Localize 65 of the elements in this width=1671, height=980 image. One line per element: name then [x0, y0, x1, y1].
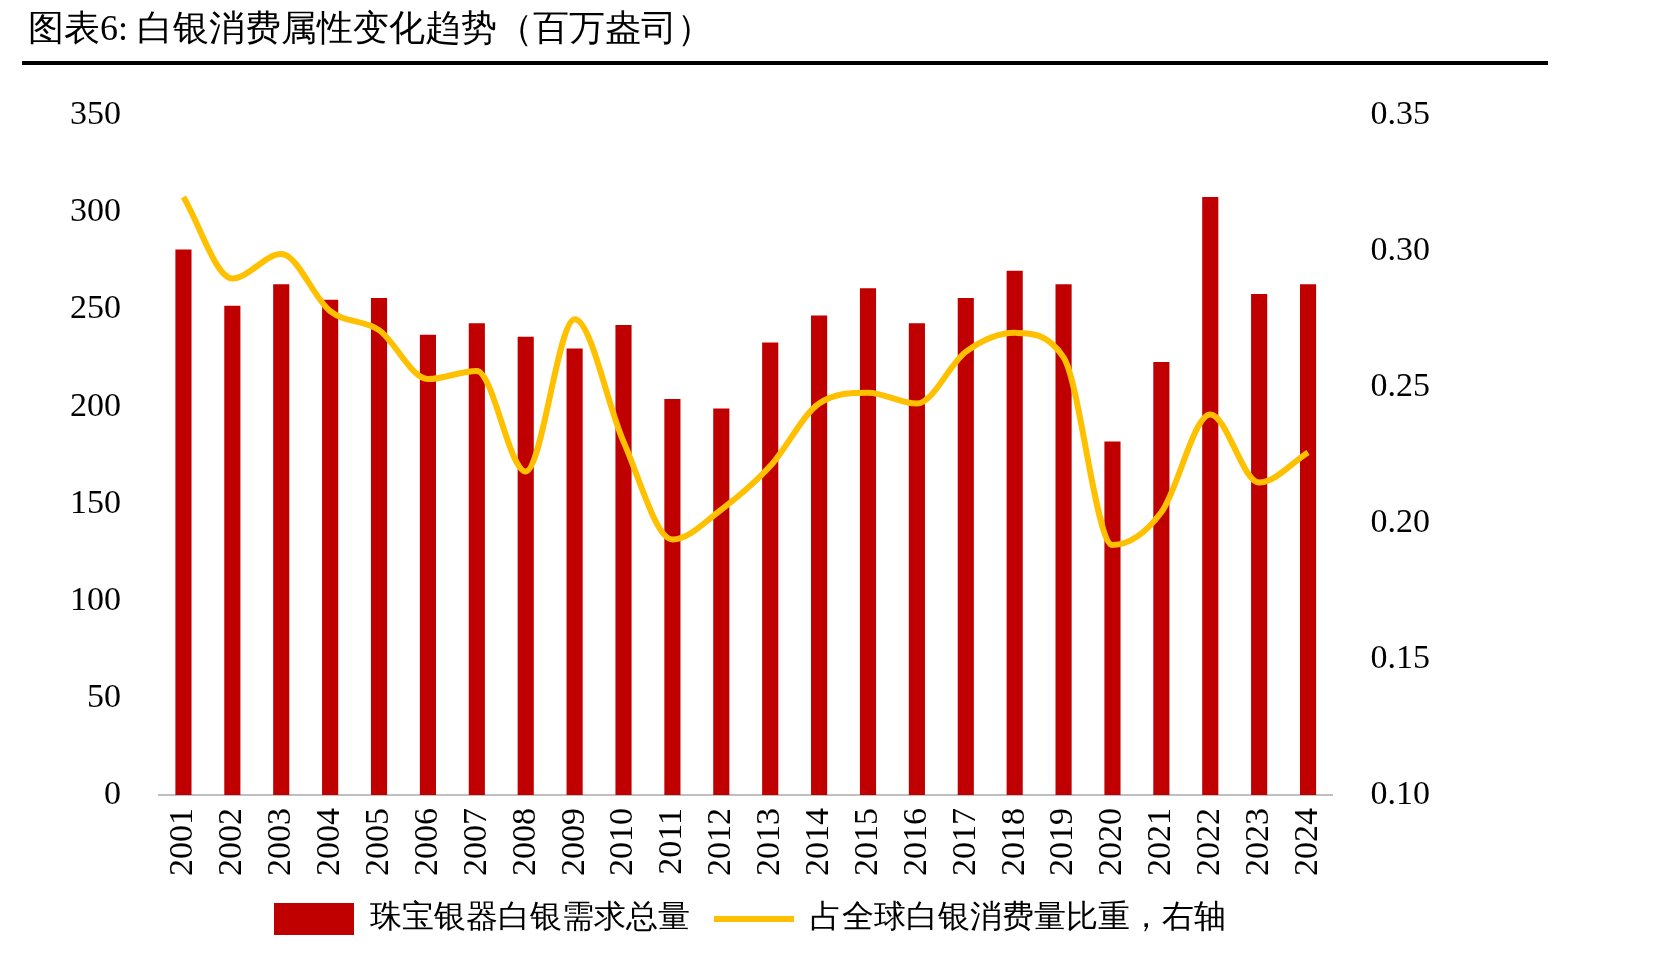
- y-tick-label: 0: [104, 773, 121, 811]
- y-tick-label: 250: [70, 288, 121, 326]
- bar: [1055, 284, 1072, 795]
- y2-tick-label: 0.35: [1370, 94, 1430, 132]
- y-tick-label: 150: [70, 482, 121, 520]
- bar: [1006, 270, 1023, 795]
- y-tick-label: 200: [70, 385, 121, 423]
- x-tick-label: 2010: [602, 808, 640, 876]
- bar: [1251, 294, 1268, 795]
- x-tick-label: 2013: [749, 808, 787, 876]
- x-tick-label: 2021: [1140, 808, 1178, 876]
- x-tick-label: 2002: [211, 808, 249, 876]
- bar: [273, 284, 290, 795]
- y2-tick-label: 0.20: [1370, 502, 1430, 540]
- legend-label: 珠宝银器白银需求总量: [370, 898, 690, 935]
- bar: [762, 342, 779, 795]
- x-tick-label: 2008: [504, 808, 542, 876]
- bar: [419, 334, 436, 795]
- x-tick-label: 2009: [553, 808, 591, 876]
- y-tick-label: 100: [70, 579, 121, 617]
- x-tick-label: 2019: [1042, 808, 1080, 876]
- bar: [322, 299, 339, 795]
- y2-tick-label: 0.30: [1370, 230, 1430, 268]
- bar: [1104, 441, 1121, 795]
- bar: [175, 249, 192, 795]
- bar: [468, 323, 485, 795]
- bar: [370, 297, 388, 795]
- bar: [1202, 196, 1219, 795]
- y2-tick-label: 0.10: [1370, 773, 1430, 811]
- x-tick-label: 2012: [700, 808, 738, 876]
- bar: [566, 348, 583, 795]
- x-tick-label: 2001: [162, 808, 200, 876]
- x-tick-label: 2023: [1238, 808, 1276, 876]
- x-tick-label: 2014: [798, 808, 836, 876]
- legend-label: 占全球白银消费量比重，右轴: [810, 898, 1226, 935]
- x-tick-label: 2016: [895, 808, 933, 876]
- x-tick-label: 2015: [846, 808, 884, 876]
- x-tick-label: 2011: [651, 808, 689, 875]
- x-tick-label: 2006: [406, 808, 444, 876]
- bar: [664, 398, 681, 795]
- x-tick-label: 2020: [1091, 808, 1129, 876]
- y-tick-label: 300: [70, 191, 121, 229]
- bar: [1299, 284, 1317, 795]
- bar: [957, 297, 974, 795]
- bar: [713, 408, 730, 795]
- bar: [615, 325, 632, 795]
- x-tick-label: 2024: [1286, 808, 1324, 876]
- y2-tick-label: 0.25: [1370, 366, 1430, 404]
- bar: [517, 336, 534, 795]
- y-tick-label: 350: [70, 94, 121, 132]
- x-tick-label: 2003: [260, 808, 298, 876]
- x-tick-label: 2022: [1189, 808, 1227, 876]
- y2-tick-label: 0.15: [1370, 638, 1430, 675]
- x-tick-label: 2017: [944, 808, 982, 876]
- chart-title: 图表6: 白银消费属性变化趋势（百万盎司）: [22, 0, 1548, 65]
- y-tick-label: 50: [87, 676, 121, 714]
- x-tick-label: 2018: [993, 808, 1031, 876]
- bar: [1153, 362, 1170, 795]
- bar: [224, 305, 241, 795]
- x-tick-label: 2005: [357, 808, 395, 876]
- bar: [811, 315, 828, 795]
- x-tick-label: 2004: [309, 808, 347, 876]
- bar: [859, 288, 877, 795]
- bar: [908, 323, 925, 795]
- x-tick-label: 2007: [455, 808, 493, 876]
